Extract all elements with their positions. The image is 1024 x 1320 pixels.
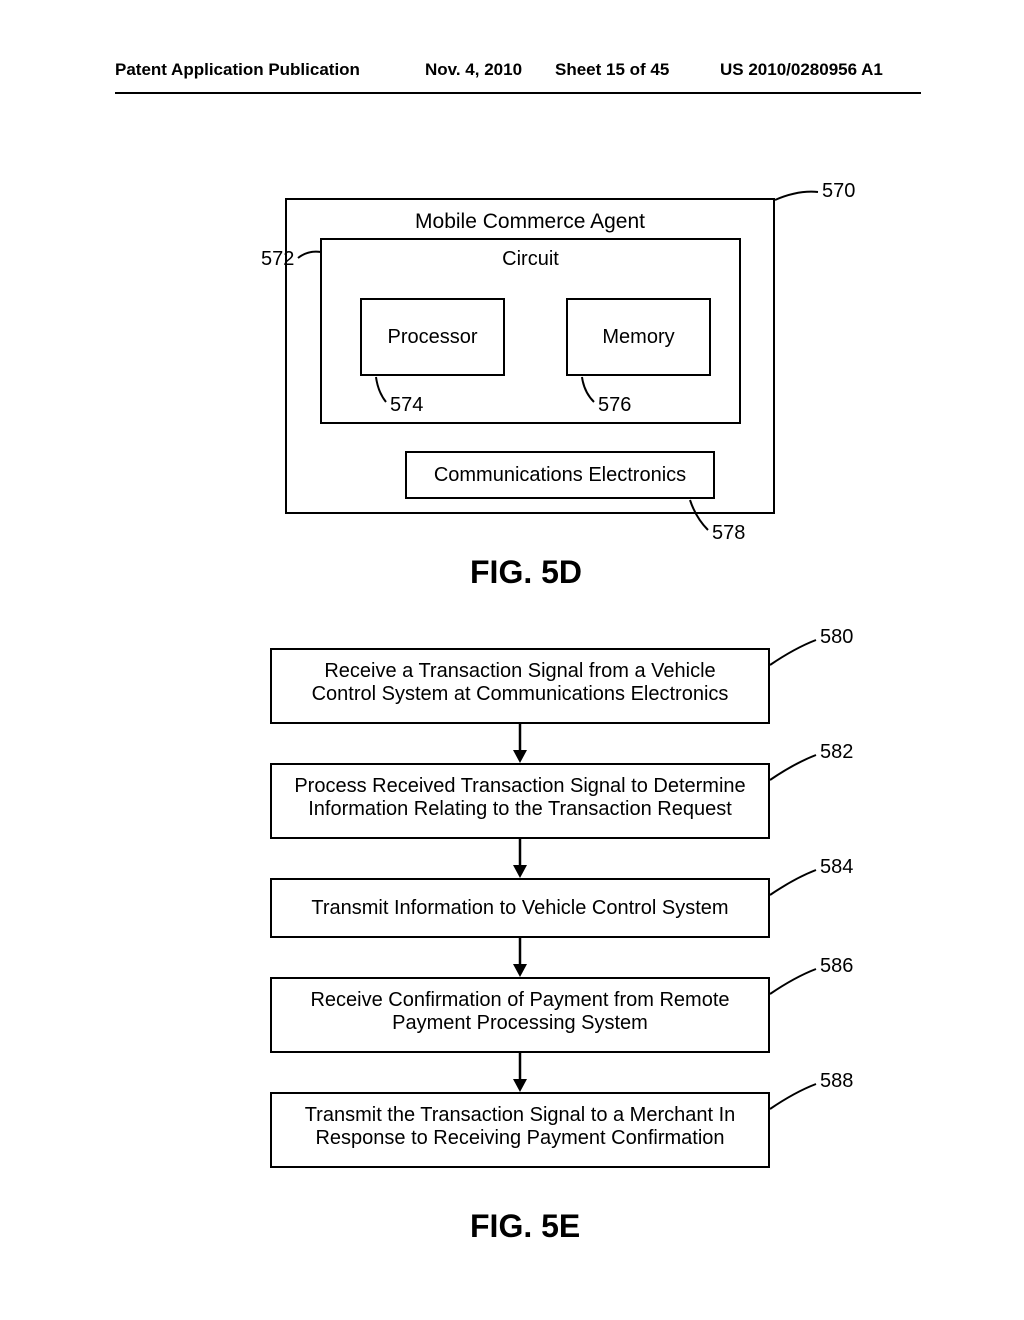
step-580-l1: Receive a Transaction Signal from a Vehi… xyxy=(272,660,768,683)
publication-title: Patent Application Publication xyxy=(115,60,360,80)
publication-date: Nov. 4, 2010 xyxy=(425,60,522,80)
agent-title: Mobile Commerce Agent xyxy=(415,210,645,233)
memory-title: Memory xyxy=(602,326,674,348)
step-582: Process Received Transaction Signal to D… xyxy=(270,763,770,839)
step-588-l1: Transmit the Transaction Signal to a Mer… xyxy=(272,1104,768,1127)
header-rule xyxy=(115,92,921,94)
comms-title: Communications Electronics xyxy=(434,464,686,486)
ref-582: 582 xyxy=(820,741,853,764)
step-582-l1: Process Received Transaction Signal to D… xyxy=(272,775,768,798)
circuit-title: Circuit xyxy=(502,248,559,270)
ref-586: 586 xyxy=(820,955,853,978)
step-580-l2: Control System at Communications Electro… xyxy=(272,683,768,706)
processor-box: Processor xyxy=(360,298,505,376)
step-584: Transmit Information to Vehicle Control … xyxy=(270,878,770,938)
fig-5d-label: FIG. 5D xyxy=(470,554,582,591)
step-588: Transmit the Transaction Signal to a Mer… xyxy=(270,1092,770,1168)
ref-584: 584 xyxy=(820,856,853,879)
memory-box: Memory xyxy=(566,298,711,376)
page: Patent Application Publication Nov. 4, 2… xyxy=(0,0,1024,1320)
ref-580: 580 xyxy=(820,626,853,649)
step-580: Receive a Transaction Signal from a Vehi… xyxy=(270,648,770,724)
step-586-l2: Payment Processing System xyxy=(272,1012,768,1035)
step-586: Receive Confirmation of Payment from Rem… xyxy=(270,977,770,1053)
step-588-l2: Response to Receiving Payment Confirmati… xyxy=(272,1127,768,1150)
comms-box: Communications Electronics xyxy=(405,451,715,499)
step-586-l1: Receive Confirmation of Payment from Rem… xyxy=(272,989,768,1012)
ref-570: 570 xyxy=(822,180,855,203)
ref-578: 578 xyxy=(712,522,745,545)
sheet-number: Sheet 15 of 45 xyxy=(555,60,669,80)
step-582-l2: Information Relating to the Transaction … xyxy=(272,798,768,821)
ref-574: 574 xyxy=(390,394,423,417)
ref-588: 588 xyxy=(820,1070,853,1093)
ref-572: 572 xyxy=(261,248,294,271)
step-584-l1: Transmit Information to Vehicle Control … xyxy=(311,897,728,919)
ref-576: 576 xyxy=(598,394,631,417)
processor-title: Processor xyxy=(387,326,477,348)
fig-5e-label: FIG. 5E xyxy=(470,1208,580,1245)
publication-number: US 2010/0280956 A1 xyxy=(720,60,883,80)
